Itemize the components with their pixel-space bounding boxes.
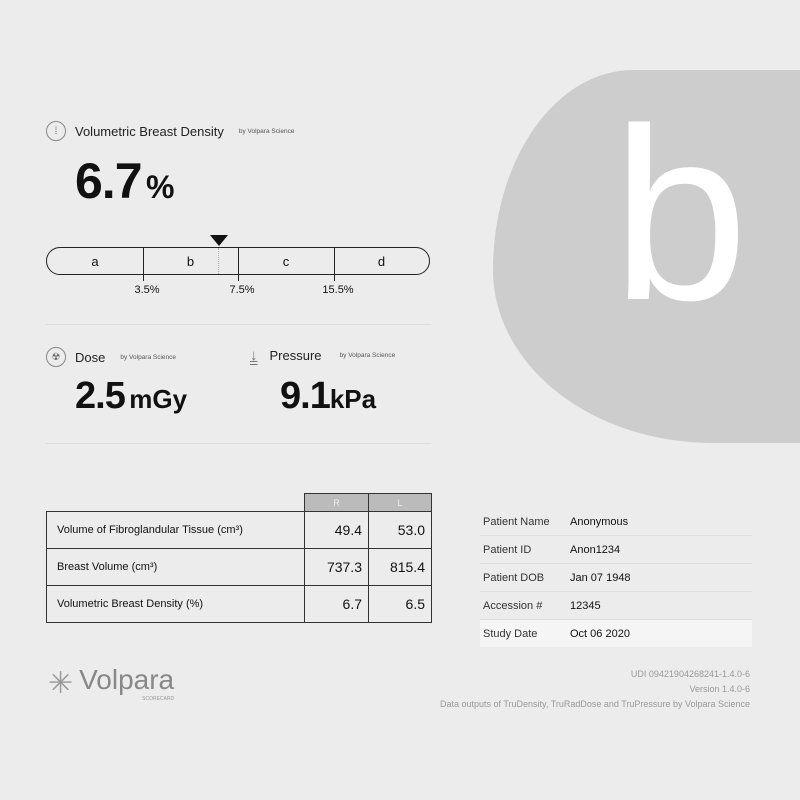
version: Version 1.4.0-6 — [689, 684, 750, 694]
patient-row: Patient Name Anonymous — [480, 508, 752, 536]
value: Oct 06 2020 — [570, 627, 630, 640]
row-label: Volume of Fibroglandular Tissue (cm³) — [46, 511, 305, 549]
patient-row: Patient DOB Jan 07 1948 — [480, 564, 752, 592]
table-row: Volumetric Breast Density (%) 6.7 6.5 — [46, 585, 432, 623]
value-l: 53.0 — [368, 511, 432, 549]
patient-row: Accession # 12345 — [480, 592, 752, 620]
value: Anon1234 — [570, 543, 621, 556]
segment-c: c — [282, 253, 290, 269]
label: Patient Name — [483, 515, 550, 528]
value: Jan 07 1948 — [570, 571, 631, 584]
tick-7-5: 7.5% — [229, 284, 255, 296]
row-label: Breast Volume (cm³) — [46, 548, 305, 586]
patient-row: Patient ID Anon1234 — [480, 536, 752, 564]
value: 12345 — [570, 599, 601, 612]
value-r: 6.7 — [304, 585, 369, 623]
row-label: Volumetric Breast Density (%) — [46, 585, 305, 623]
pressure-title: Pressure — [269, 348, 322, 363]
density-by: by Volpara Science — [238, 127, 295, 135]
patient-row: Study Date Oct 06 2020 — [480, 620, 752, 647]
density-unit: % — [145, 169, 175, 205]
label: Patient DOB — [483, 571, 545, 584]
dose-header: ☢ Dose by Volpara Science — [46, 347, 176, 367]
density-grade: b — [612, 77, 749, 351]
logo-sub: SCORECARD — [142, 696, 175, 702]
table-row: Volume of Fibroglandular Tissue (cm³) 49.… — [46, 511, 432, 549]
density-scale: a b c d — [46, 247, 430, 281]
pressure-value: 9.1kPa — [280, 375, 376, 418]
pressure-unit: kPa — [329, 384, 377, 414]
segment-d: d — [377, 253, 386, 269]
header-r: R — [304, 493, 369, 512]
density-icon: ⁞ — [46, 121, 66, 141]
label: Patient ID — [483, 543, 532, 556]
radiation-icon: ☢ — [46, 347, 66, 367]
divider — [46, 443, 431, 444]
udi: UDI 09421904268241-1.4.0-6 — [630, 669, 750, 679]
data-note: Data outputs of TruDensity, TruRadDose a… — [440, 699, 750, 709]
dose-value: 2.5 mGy — [75, 375, 187, 418]
tick-15-5: 15.5% — [322, 284, 354, 296]
patient-info: Patient Name Anonymous Patient ID Anon1234… — [480, 508, 752, 647]
density-marker — [210, 235, 228, 246]
dose-by: by Volpara Science — [120, 353, 177, 361]
dose-unit: mGy — [129, 384, 188, 414]
dose-title: Dose — [75, 349, 106, 365]
logo-mark-icon: ✳ — [48, 666, 74, 700]
value-r: 49.4 — [304, 511, 369, 549]
footer: UDI 09421904268241-1.4.0-6 Version 1.4.0… — [440, 667, 750, 712]
value-l: 815.4 — [368, 548, 432, 586]
density-value: 6.7 % — [75, 152, 174, 210]
dose-number: 2.5 — [75, 375, 126, 417]
volpara-logo: ✳ Volpara SCORECARD — [48, 664, 174, 702]
value: Anonymous — [570, 515, 629, 528]
logo-name: Volpara — [79, 664, 175, 695]
tick-3-5: 3.5% — [134, 284, 160, 296]
density-title: Volumetric Breast Density — [75, 123, 224, 139]
density-number: 6.7 — [75, 153, 143, 209]
density-header: ⁞ Volumetric Breast Density by Volpara Sc… — [46, 121, 295, 141]
label: Study Date — [483, 627, 538, 640]
grade-background — [493, 70, 800, 443]
table-row: Breast Volume (cm³) 737.3 815.4 — [46, 548, 432, 586]
segment-a: a — [91, 253, 99, 269]
segment-b: b — [186, 253, 195, 269]
header-l: L — [368, 493, 432, 512]
value-r: 737.3 — [304, 548, 369, 586]
pressure-by: by Volpara Science — [339, 352, 396, 359]
pressure-number: 9.1 — [280, 375, 331, 417]
label: Accession # — [483, 599, 543, 612]
pressure-header: ↓ Pressure by Volpara Science — [250, 347, 395, 364]
compression-icon: ↓ — [250, 347, 258, 364]
value-l: 6.5 — [368, 585, 432, 623]
divider — [46, 324, 431, 325]
